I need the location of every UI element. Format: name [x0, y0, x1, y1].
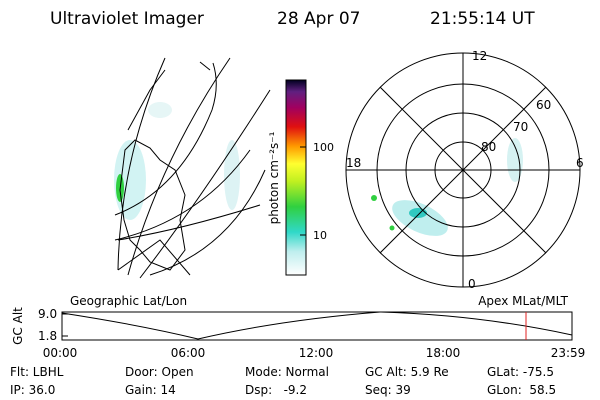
- time: 21:55:14 UT: [430, 9, 535, 29]
- altitude-plot: [61, 311, 573, 341]
- altitude-axis-label: GC Alt: [11, 307, 25, 345]
- polar-label: 6: [576, 156, 584, 170]
- x-tick-label: 18:00: [426, 346, 461, 360]
- colorbar-tick-label: 100: [313, 141, 334, 154]
- info-field: GC Alt: 5.9 Re: [365, 365, 449, 379]
- x-tick-label: 12:00: [299, 346, 334, 360]
- info-field: GLat: -75.5: [487, 365, 554, 379]
- info-field: Seq: 39: [365, 383, 411, 397]
- polar-label: 18: [346, 156, 361, 170]
- polar-label: 12: [472, 49, 487, 63]
- polar-plot: 12 60 70 80 18 6 0: [345, 49, 584, 291]
- colorbar: [285, 79, 307, 276]
- info-field: GLon: 58.5: [487, 383, 556, 397]
- info-field: IP: 36.0: [10, 383, 55, 397]
- x-tick-label: 06:00: [171, 346, 206, 360]
- polar-label: 0: [468, 277, 476, 291]
- panel-label: Geographic Lat/Lon: [70, 294, 187, 308]
- info-panel: Flt: LBHL Door: Open Mode: Normal GC Alt: 5…: [10, 365, 556, 397]
- panel-label: Apex MLat/MLT: [478, 294, 568, 308]
- x-tick-label: 23:59: [551, 346, 586, 360]
- colorbar-tick-label: 10: [313, 229, 327, 242]
- polar-label: 70: [513, 120, 528, 134]
- instrument: Ultraviolet Imager: [50, 9, 204, 29]
- polar-label: 80: [481, 140, 496, 154]
- y-tick-label: 1.8: [38, 329, 57, 343]
- info-field: Flt: LBHL: [10, 365, 64, 379]
- info-field: Gain: 14: [125, 383, 176, 397]
- colorbar-label: photon cm⁻²s⁻¹: [267, 131, 281, 224]
- y-tick-label: 9.0: [38, 307, 57, 321]
- info-field: Mode: Normal: [245, 365, 329, 379]
- info-field: Dsp: -9.2: [245, 383, 307, 397]
- polar-label: 60: [536, 98, 551, 112]
- date: 28 Apr 07: [277, 9, 360, 29]
- geo-map: [114, 57, 271, 279]
- info-field: Door: Open: [125, 365, 194, 379]
- x-tick-label: 00:00: [43, 346, 78, 360]
